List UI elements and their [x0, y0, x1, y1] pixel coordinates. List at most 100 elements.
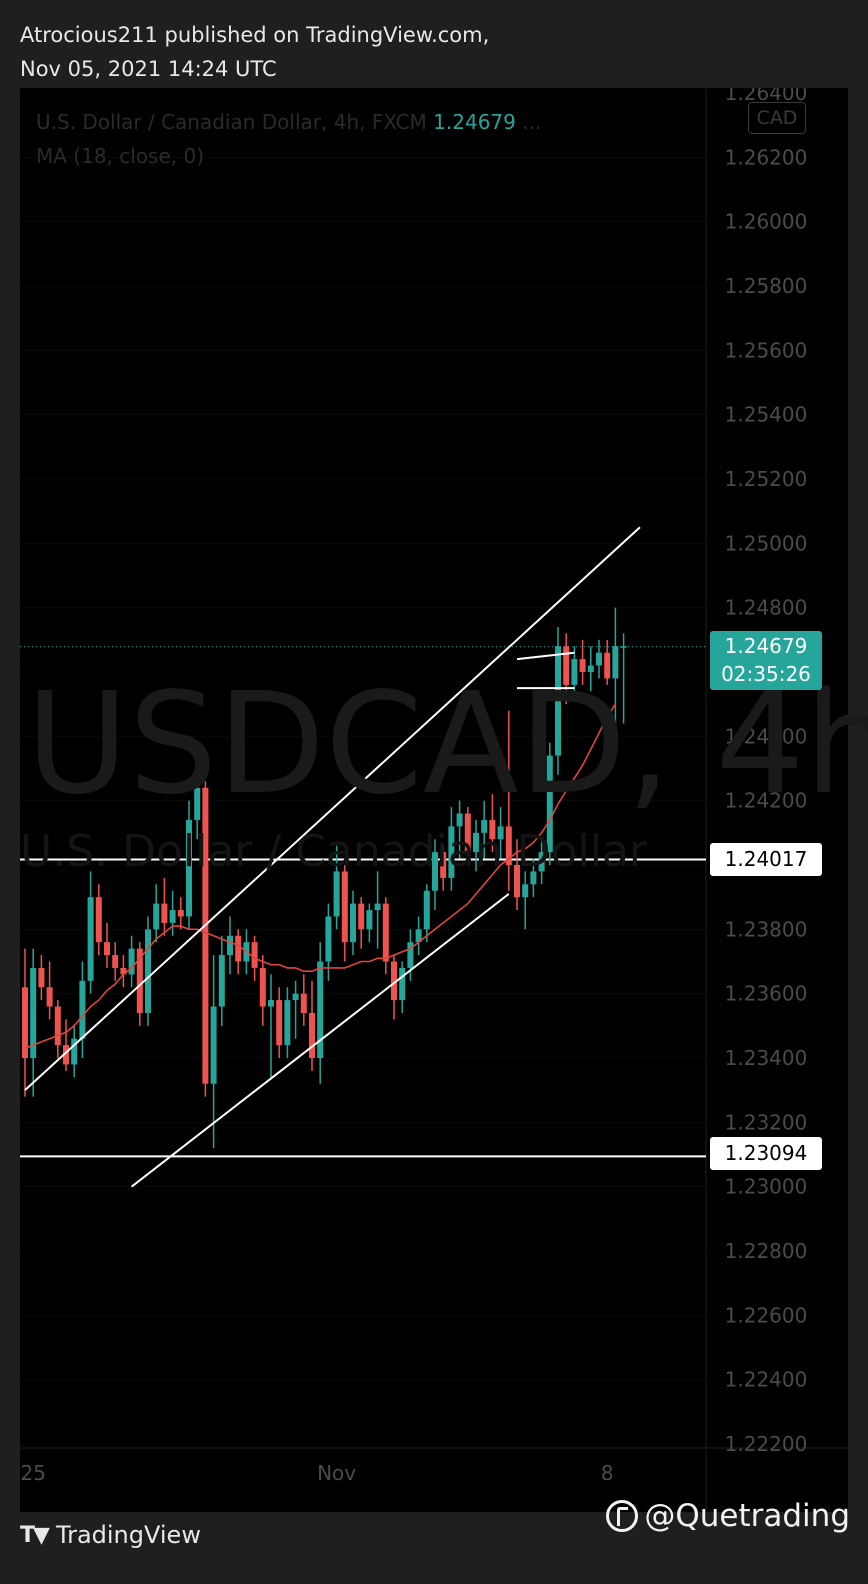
candle-body-23 [210, 1006, 217, 1084]
legend-price: 1.24679 [433, 110, 516, 134]
candle-body-70 [596, 652, 602, 666]
candle-body-24 [218, 955, 225, 1007]
candle-body-52 [448, 826, 455, 878]
y-tick-label-13: 1.23800 [725, 917, 808, 941]
publish-date-line: Nov 05, 2021 14:24 UTC [20, 57, 277, 81]
candle-body-4 [54, 1006, 61, 1046]
candle-body-18 [169, 910, 176, 923]
candle-body-41 [358, 903, 365, 930]
candle-body-56 [481, 819, 488, 833]
candle-body-25 [227, 935, 233, 956]
y-tick-label-19: 1.22600 [725, 1303, 808, 1327]
candle-body-61 [522, 884, 529, 898]
candle-body-21 [194, 787, 201, 820]
candle-body-58 [497, 826, 504, 840]
candle-body-33 [292, 993, 299, 1001]
candle-body-7 [79, 980, 86, 1039]
candle-body-63 [538, 852, 545, 872]
tradingview-brand: TradingView [55, 1521, 201, 1549]
y-tick-label-14: 1.23600 [725, 982, 808, 1006]
watermark-description: U.S. Dollar / Canadian Dollar [20, 826, 648, 877]
candle-body-64 [546, 755, 553, 853]
candle-body-55 [473, 832, 479, 853]
candle-body-22 [202, 787, 209, 1084]
legend-symbol-row: U.S. Dollar / Canadian Dollar, 4h, FXCM … [36, 110, 541, 134]
credit-handle: @Quetrading [644, 1498, 850, 1534]
candle-body-1 [30, 967, 37, 1058]
candle-body-44 [382, 903, 389, 962]
watermark-symbol: USDCAD, 4h [26, 663, 868, 826]
currency-badge[interactable]: CAD [748, 102, 806, 134]
y-tick-label-5: 1.25400 [725, 403, 808, 427]
candle-body-9 [95, 897, 102, 943]
y-tick-label-8: 1.24800 [725, 596, 808, 620]
candle-body-20 [186, 819, 192, 917]
y-tick-label-4: 1.25600 [725, 338, 808, 362]
candle-body-40 [350, 903, 356, 943]
candle-body-59 [505, 826, 512, 865]
y-tick-label-1: 1.26200 [725, 145, 808, 169]
candle-body-29 [259, 967, 266, 1007]
y-tick-label-2: 1.26000 [725, 210, 808, 234]
candle-body-30 [268, 1000, 274, 1007]
candle-body-32 [284, 1000, 291, 1046]
candle-body-16 [153, 903, 160, 930]
candle-body-10 [104, 942, 110, 956]
watermark-credit: @Quetrading [606, 1498, 850, 1534]
candle-body-51 [440, 852, 447, 878]
candle-body-6 [71, 1038, 78, 1065]
legend-more[interactable]: ... [522, 110, 542, 134]
candle-body-35 [309, 1012, 315, 1058]
chart-frame[interactable]: 1.26400 1.26200 1.26000 1.25800 1.25600 1.254… [20, 88, 868, 1512]
y-tick-label-3: 1.25800 [725, 274, 808, 298]
candle-body-38 [333, 871, 340, 917]
trendline-1 [130, 893, 510, 1188]
candle-body-69 [587, 665, 594, 672]
candle-body-66 [563, 646, 570, 685]
candle-body-65 [555, 646, 561, 756]
y-tick-label-18: 1.22800 [725, 1239, 808, 1263]
candle-body-72 [612, 646, 619, 679]
candle-body-53 [456, 813, 463, 827]
trendline-0 [24, 526, 641, 1091]
candle-body-8 [87, 897, 94, 981]
level-tag-1.24017: 1.24017 [710, 843, 822, 876]
candle-body-31 [276, 1000, 283, 1046]
candle-body-60 [514, 865, 520, 898]
publish-header: Atrocious211 published on TradingView.co… [20, 18, 489, 86]
candle-body-48 [415, 929, 422, 943]
candle-body-42 [366, 910, 373, 930]
y-tick-label-0: 1.26400 [725, 88, 808, 105]
candle-body-11 [112, 955, 119, 968]
tradingview-logo: T▼ TradingView [20, 1518, 201, 1552]
chart-canvas[interactable]: 1.26400 1.26200 1.26000 1.25800 1.25600 1.254… [20, 88, 848, 1512]
candle-body-26 [235, 935, 242, 962]
candle-body-0 [22, 987, 28, 1058]
candle-body-68 [579, 659, 586, 672]
bar-countdown: 02:35:26 [721, 662, 811, 686]
last-price-value: 1.24679 [724, 634, 808, 658]
candle-body-19 [177, 910, 184, 917]
y-tick-label-16: 1.23200 [725, 1110, 808, 1134]
trendline-2 [516, 651, 575, 661]
y-tick-label-11: 1.24200 [725, 789, 808, 813]
candle-body-62 [530, 871, 537, 885]
legend-indicator[interactable]: MA (18, close, 0) [36, 144, 205, 168]
candle-body-36 [317, 961, 324, 1058]
candle-body-39 [341, 871, 348, 943]
x-tick-label-0: 25 [20, 1461, 45, 1485]
candle-body-43 [374, 903, 381, 911]
level-tag-1.23094: 1.23094 [710, 1137, 822, 1170]
candle-body-67 [571, 659, 578, 685]
candle-body-28 [251, 942, 258, 968]
x-tick-label-2: 8 [601, 1461, 614, 1485]
candle-body-57 [489, 819, 496, 840]
candle-body-15 [145, 929, 151, 1013]
weibo-icon [606, 1500, 639, 1532]
candle-body-73 [620, 646, 627, 648]
candle-body-14 [136, 948, 143, 1013]
candle-body-3 [46, 987, 53, 1007]
candle-body-49 [423, 890, 430, 930]
x-tick-label-1: Nov [317, 1461, 356, 1485]
y-tick-label-17: 1.23000 [725, 1175, 808, 1199]
